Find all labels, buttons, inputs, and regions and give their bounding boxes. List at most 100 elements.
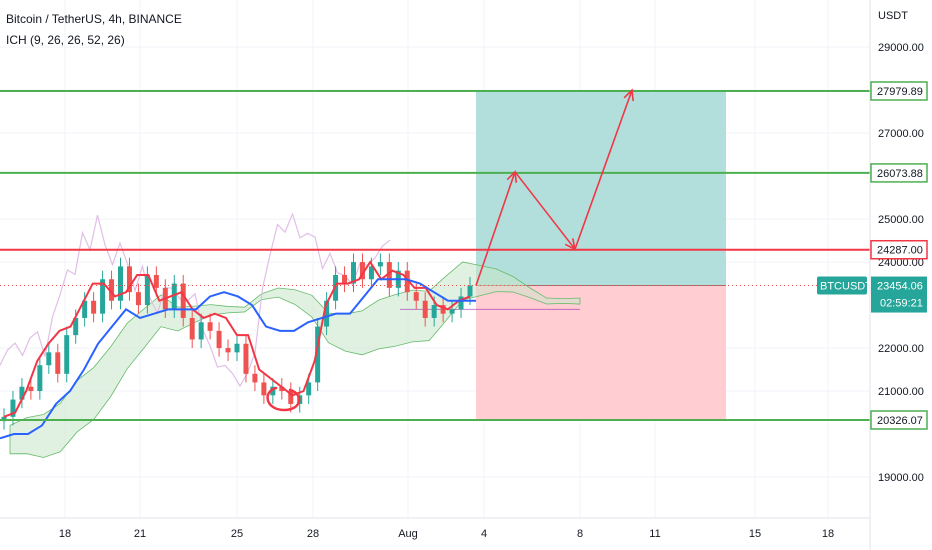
candle-body bbox=[144, 274, 150, 306]
chart-title[interactable]: Bitcoin / TetherUS, 4h, BINANCE bbox=[6, 12, 182, 26]
price-badges: 27979.89 26073.88 24287.00 20326.07 BTCUSDT 2… bbox=[817, 81, 928, 430]
level-price-label: 24287.00 bbox=[877, 245, 923, 257]
x-tick-label: 25 bbox=[231, 528, 243, 540]
y-tick-label: 29000.00 bbox=[878, 42, 924, 54]
lagging-span-series bbox=[0, 212, 391, 388]
y-tick-label: 19000.00 bbox=[878, 472, 924, 484]
candle-body bbox=[306, 382, 312, 396]
circle-annotation bbox=[266, 386, 301, 412]
candle-body bbox=[28, 386, 34, 392]
x-tick-label: 11 bbox=[649, 528, 660, 540]
candle-body bbox=[135, 292, 141, 306]
candle-body bbox=[279, 386, 285, 392]
candle-body bbox=[126, 266, 132, 293]
candle-body bbox=[449, 309, 455, 314]
x-tick-label: 18 bbox=[59, 528, 71, 540]
lagging-span bbox=[0, 212, 391, 388]
position-zones bbox=[476, 91, 726, 420]
level-price-badge bbox=[870, 81, 928, 101]
x-tick-label: 21 bbox=[134, 528, 146, 540]
candle-body bbox=[100, 279, 106, 314]
candle-body bbox=[288, 391, 294, 404]
level-price-label: 26073.88 bbox=[877, 168, 923, 180]
candle-body bbox=[19, 386, 25, 400]
candle-body bbox=[1, 416, 7, 422]
indicator-legend[interactable]: ICH (9, 26, 26, 52, 26) bbox=[6, 33, 125, 47]
candle-body bbox=[252, 373, 258, 383]
last-price-badge bbox=[871, 276, 927, 313]
x-tick-label: 4 bbox=[481, 528, 487, 540]
ichimoku-lines bbox=[0, 260, 476, 440]
forecast-segment bbox=[475, 171, 516, 286]
level-price-badge bbox=[870, 410, 928, 430]
cloud-area bbox=[9, 261, 581, 458]
loss-zone bbox=[476, 285, 726, 420]
x-tick-label: 28 bbox=[307, 528, 319, 540]
candle-body bbox=[207, 322, 213, 331]
candle-body bbox=[171, 283, 177, 310]
ichimoku-cloud bbox=[9, 261, 581, 458]
ticker-badge bbox=[817, 276, 867, 295]
candle-body bbox=[216, 330, 222, 349]
ticker-label: BTCUSDT bbox=[820, 281, 872, 293]
candle-body bbox=[413, 292, 419, 301]
y-tick-label: 22000.00 bbox=[878, 343, 924, 355]
candle-body bbox=[153, 274, 159, 288]
candle-body bbox=[342, 274, 348, 284]
candle-body bbox=[377, 262, 383, 267]
time-axis[interactable]: 18 21 25 28 Aug 4 8 11 15 18 bbox=[59, 528, 834, 540]
candle-body bbox=[243, 343, 249, 374]
x-tick-label: Aug bbox=[398, 528, 418, 540]
forecast-segment bbox=[514, 171, 576, 250]
candle-body bbox=[261, 382, 267, 396]
level-price-badge bbox=[870, 163, 928, 183]
candle-body bbox=[109, 279, 115, 301]
candle-body bbox=[431, 305, 437, 318]
candle-body bbox=[82, 300, 88, 318]
candle-body bbox=[64, 335, 70, 374]
y-tick-label: 21000.00 bbox=[878, 386, 924, 398]
y-tick-label: 27000.00 bbox=[878, 128, 924, 140]
price-axis[interactable]: 29000.0028000.0027000.0025000.0024000.00… bbox=[878, 42, 924, 484]
x-tick-label: 15 bbox=[749, 528, 761, 540]
candle-body bbox=[10, 399, 16, 417]
candle-body bbox=[351, 262, 356, 284]
candle-body bbox=[180, 283, 186, 318]
candle-body bbox=[467, 285, 473, 297]
x-tick-label: 18 bbox=[822, 528, 834, 540]
candle-body bbox=[55, 352, 61, 374]
base-line bbox=[0, 278, 476, 440]
candle-body bbox=[198, 322, 204, 340]
bar-countdown: 02:59:21 bbox=[880, 298, 923, 310]
price-axis-unit: USDT bbox=[878, 10, 908, 22]
level-price-label: 20326.07 bbox=[877, 415, 923, 427]
conversion-line bbox=[3, 260, 471, 418]
candle-body bbox=[440, 305, 446, 314]
level-price-label: 27979.89 bbox=[877, 86, 923, 98]
candle-body bbox=[458, 296, 464, 310]
candle-body bbox=[225, 348, 231, 353]
forecast-segment bbox=[574, 89, 633, 250]
last-price-value: 23454.06 bbox=[877, 281, 923, 293]
candle-body bbox=[189, 317, 195, 340]
candle-body bbox=[368, 266, 374, 280]
candle-body bbox=[315, 326, 321, 383]
candle-body bbox=[73, 317, 79, 336]
candle-body bbox=[37, 365, 43, 392]
candle-body bbox=[91, 300, 97, 314]
forecast-arrowhead bbox=[623, 88, 634, 102]
candle-body bbox=[324, 300, 330, 327]
candle-body bbox=[422, 300, 428, 318]
horizontal-levels bbox=[0, 90, 870, 421]
level-price-badge bbox=[870, 239, 928, 260]
candle-body bbox=[270, 386, 276, 396]
candle-body bbox=[359, 262, 365, 280]
candle-body bbox=[404, 270, 410, 293]
candle-body bbox=[386, 262, 392, 288]
profit-zone bbox=[476, 91, 726, 286]
y-tick-label: 24000.00 bbox=[878, 257, 924, 269]
forecast-path bbox=[475, 88, 634, 286]
candle-body bbox=[234, 343, 240, 353]
x-tick-label: 8 bbox=[577, 528, 583, 540]
